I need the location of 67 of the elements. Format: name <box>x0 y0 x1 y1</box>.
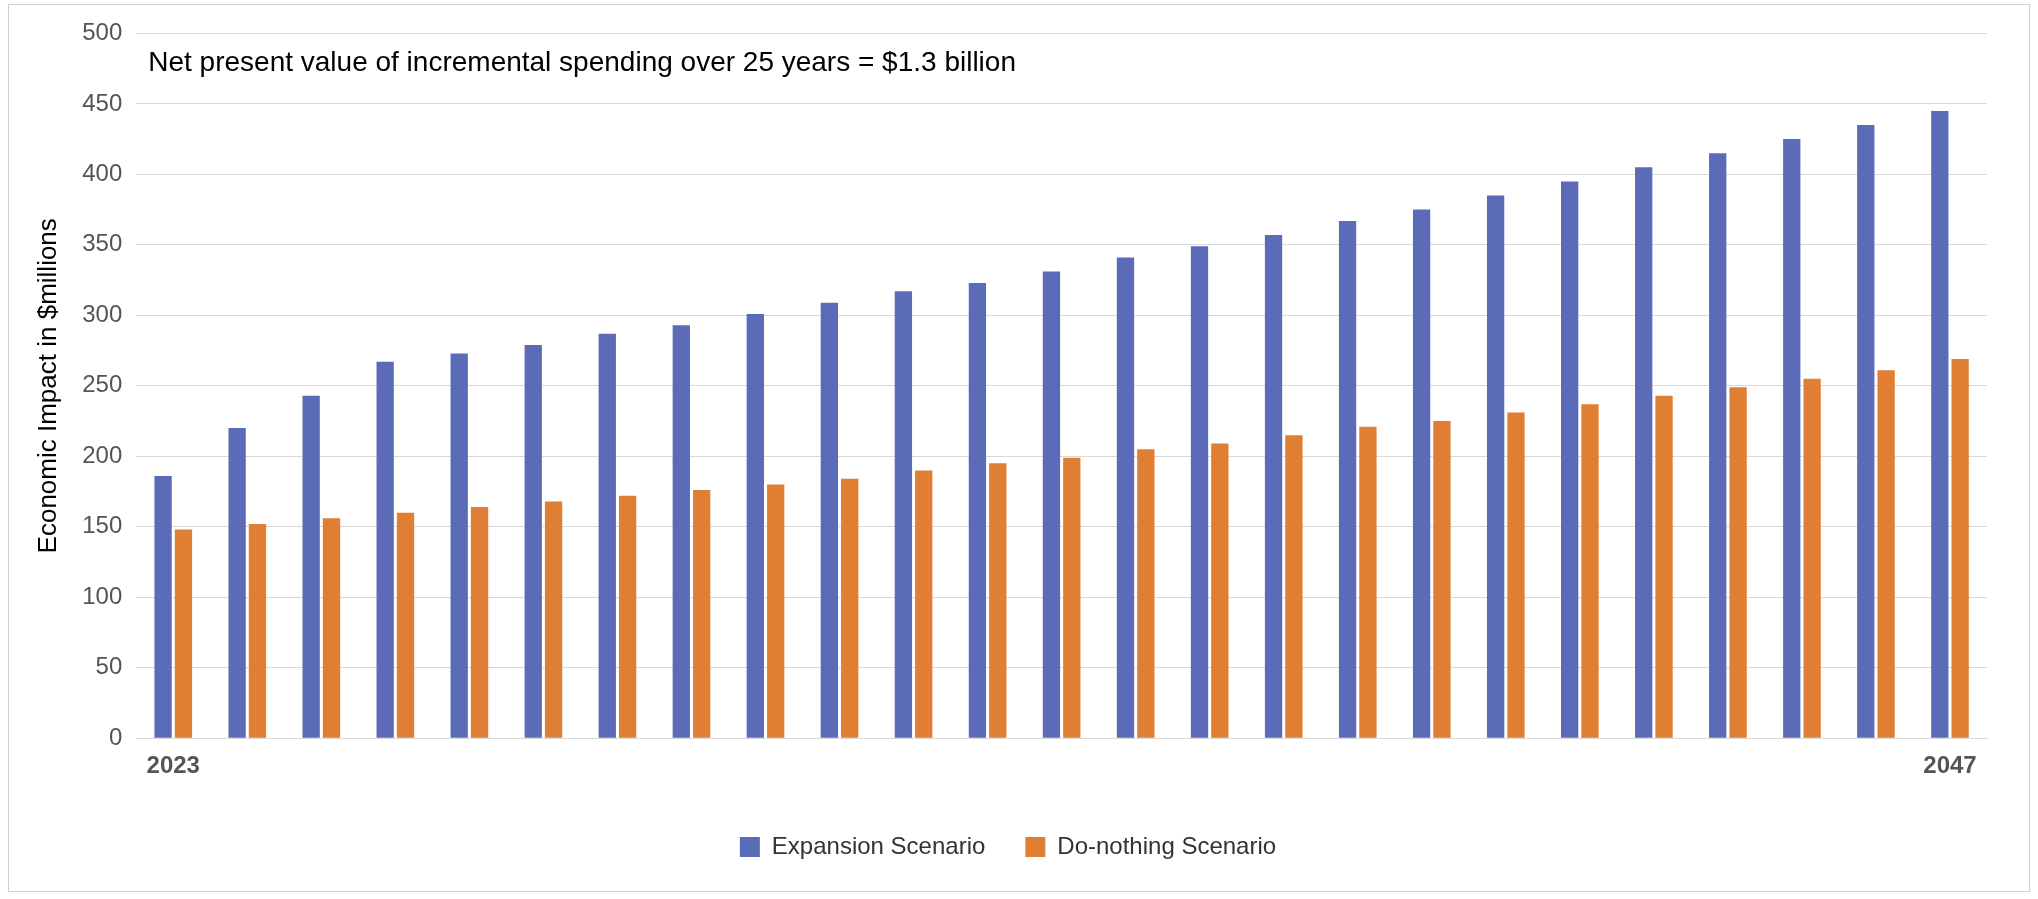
bar <box>1803 378 1821 738</box>
bar <box>228 428 246 738</box>
y-tick-label: 250 <box>82 370 123 398</box>
bar <box>470 507 489 738</box>
bar <box>915 470 933 738</box>
y-tick-label: 150 <box>82 511 123 539</box>
bar <box>767 484 785 738</box>
bar <box>968 282 987 738</box>
bar <box>1931 110 1949 738</box>
bar <box>1581 404 1599 738</box>
legend-label: Expansion Scenario <box>771 831 986 859</box>
bar <box>450 353 468 738</box>
x-tick-label: 2023 <box>146 751 200 779</box>
bar <box>1338 220 1357 738</box>
y-tick-label: 200 <box>82 440 123 468</box>
bar <box>1857 125 1875 738</box>
bar <box>989 463 1007 738</box>
bar <box>693 490 711 738</box>
y-tick-label: 500 <box>82 18 123 46</box>
bar <box>618 495 637 738</box>
bar <box>1561 181 1579 738</box>
bar <box>746 313 764 738</box>
y-axis-title: Economic Impact in $millions <box>31 218 62 554</box>
bar <box>524 344 542 738</box>
bar <box>841 478 859 738</box>
bar <box>1042 271 1061 738</box>
bar <box>1877 370 1895 738</box>
bar <box>1486 195 1505 738</box>
bar <box>1137 449 1155 738</box>
bar <box>1507 412 1525 738</box>
y-tick-label: 300 <box>82 299 123 327</box>
bar <box>1285 435 1303 738</box>
y-tick-label: 350 <box>82 229 123 257</box>
bar <box>1951 359 1969 738</box>
bar <box>1635 167 1653 738</box>
bar <box>1655 395 1673 738</box>
bar <box>598 333 616 738</box>
x-tick-label: 2047 <box>1923 751 1977 779</box>
bar <box>154 476 172 738</box>
bar <box>302 395 320 738</box>
bar <box>376 361 394 738</box>
bar <box>544 501 563 738</box>
bar <box>322 518 341 738</box>
bar <box>894 291 913 738</box>
y-tick-label: 0 <box>108 722 123 750</box>
bar <box>248 523 267 738</box>
bar <box>1359 426 1377 738</box>
legend-label: Do-nothing Scenario <box>1057 831 1277 859</box>
bar <box>1063 457 1081 738</box>
bar <box>672 325 690 738</box>
bar <box>1264 234 1283 738</box>
y-tick-label: 400 <box>82 158 123 186</box>
bar <box>396 512 415 738</box>
bar <box>1729 387 1747 738</box>
y-tick-label: 450 <box>82 88 123 116</box>
bar <box>1190 246 1209 738</box>
bar <box>820 302 838 738</box>
bar <box>1709 153 1727 738</box>
bar <box>174 529 193 738</box>
bar <box>1116 257 1135 738</box>
y-tick-label: 50 <box>95 652 123 680</box>
bar <box>1412 209 1431 738</box>
y-tick-label: 100 <box>82 581 123 609</box>
bar <box>1433 421 1451 738</box>
bar <box>1783 139 1801 738</box>
bar <box>1211 443 1229 738</box>
annotation: Net present value of incremental spending over 25 years = $1.3 billion <box>148 45 1016 77</box>
